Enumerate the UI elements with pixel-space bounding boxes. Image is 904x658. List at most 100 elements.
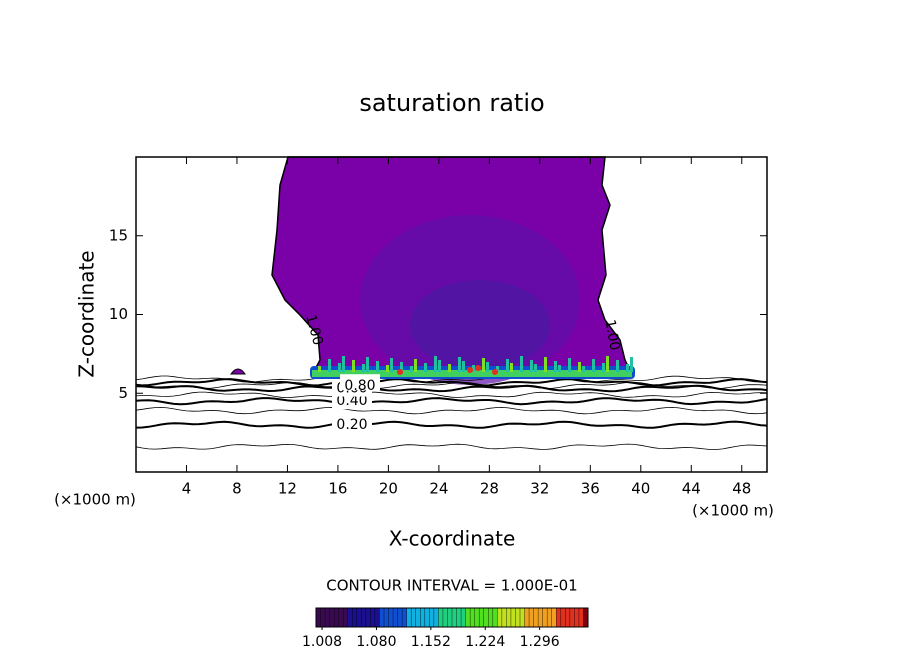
colorbar-swatch (338, 608, 344, 627)
contour-line (135, 420, 768, 429)
y-tick-label: 10 (109, 305, 128, 323)
band-streak (386, 365, 389, 372)
band-streak (510, 363, 513, 372)
colorbar-swatch (320, 608, 326, 627)
band-streak (410, 366, 413, 372)
y-unit-label: (×1000 m) (54, 491, 136, 509)
band-streak (554, 361, 557, 372)
colorbar-swatch (501, 608, 507, 627)
band-streak (630, 357, 633, 372)
colorbar-swatch (461, 608, 467, 627)
cloud (230, 156, 634, 385)
band-streak (626, 364, 629, 372)
colorbar-swatch (316, 608, 322, 627)
band-streak (462, 361, 465, 372)
x-tick-label: 20 (379, 480, 398, 498)
colorbar-swatch (379, 608, 385, 627)
x-tick-label: 24 (429, 480, 448, 498)
colorbar-swatch (520, 608, 526, 627)
band-streak (438, 360, 441, 372)
colorbar-swatch (483, 608, 489, 627)
band-streak (486, 362, 489, 372)
colorbar-swatch (574, 608, 580, 627)
colorbar-swatch (411, 608, 417, 627)
y-tick-label: 5 (118, 384, 128, 402)
colorbar-swatch (334, 608, 340, 627)
colorbar-swatch (529, 608, 535, 627)
band-streak (400, 362, 403, 372)
band-streak (376, 361, 379, 372)
contour-interval: CONTOUR INTERVAL = 1.000E-01 (326, 577, 577, 595)
colorbar-swatch (356, 608, 362, 627)
contour-label: 1.00 (302, 313, 326, 347)
colorbar-swatch (429, 608, 435, 627)
band-streak (352, 360, 355, 372)
colorbar-label: 1.008 (302, 634, 342, 650)
contour-label: 1.00 (601, 318, 622, 351)
colorbar-swatch (538, 608, 544, 627)
colorbar-swatch (343, 608, 349, 627)
colorbar-swatch (447, 608, 453, 627)
colorbar-swatch (456, 608, 462, 627)
x-tick-label: 48 (732, 480, 751, 498)
contour-label: 0.40 (336, 393, 367, 409)
colorbar-swatch (370, 608, 376, 627)
colorbar-swatch (474, 608, 480, 627)
colorbar-swatch (384, 608, 390, 627)
colorbar-swatch (406, 608, 412, 627)
colorbar-swatch (433, 608, 439, 627)
band-streak (602, 363, 605, 372)
band-streak (496, 366, 499, 372)
band-spot (492, 369, 498, 375)
colorbar-swatch (365, 608, 371, 627)
band-streak (424, 363, 427, 372)
colorbar-swatch (565, 608, 571, 627)
band-streak (606, 356, 609, 372)
colorbar-label: 1.080 (356, 634, 396, 650)
band-streak (338, 363, 341, 372)
colorbar-swatch (393, 608, 399, 627)
contour-line (135, 443, 768, 450)
colorbar-swatch (374, 608, 380, 627)
colorbar-swatch (452, 608, 458, 627)
band (312, 370, 632, 377)
colorbar-swatch (510, 608, 516, 627)
colorbar-swatch (524, 608, 530, 627)
x-tick-label: 28 (480, 480, 499, 498)
colorbar-frame (315, 607, 589, 628)
contour-line (135, 375, 768, 383)
colorbar-swatch (488, 608, 494, 627)
contour-label: 0.80 (344, 378, 375, 394)
colorbar-swatch (415, 608, 421, 627)
label-bg (340, 374, 380, 391)
y-axis-label: Z-coordinate (75, 250, 99, 377)
colorbar-swatch (438, 608, 444, 627)
band-streak (448, 364, 451, 372)
colorbar-swatch (578, 608, 584, 627)
label-bg (332, 393, 372, 410)
band-streak (544, 357, 547, 372)
colorbar-swatch (492, 608, 498, 627)
band-spot (467, 367, 473, 373)
band-streak (616, 360, 619, 372)
contour-line (135, 406, 768, 415)
colorbar-swatch (442, 608, 448, 627)
cloud-blob (230, 368, 246, 375)
band-streak (530, 360, 533, 372)
colorbar-swatch (560, 608, 566, 627)
contour-line (135, 378, 768, 387)
x-tick-label: 12 (278, 480, 297, 498)
x-tick-label: 36 (581, 480, 600, 498)
colorbar-swatch (424, 608, 430, 627)
colorbar-swatch (402, 608, 408, 627)
colorbar-swatch (556, 608, 562, 627)
colorbar-label: 1.152 (411, 634, 451, 650)
band-streak (534, 364, 537, 372)
colorbar-swatch (583, 608, 589, 627)
colorbar-swatch (352, 608, 358, 627)
x-tick-label: 16 (328, 480, 347, 498)
chart-title: saturation ratio (359, 89, 544, 117)
colorbar-label: 1.224 (465, 634, 505, 650)
colorbar-swatch (497, 608, 503, 627)
x-axis-label: X-coordinate (389, 527, 516, 551)
